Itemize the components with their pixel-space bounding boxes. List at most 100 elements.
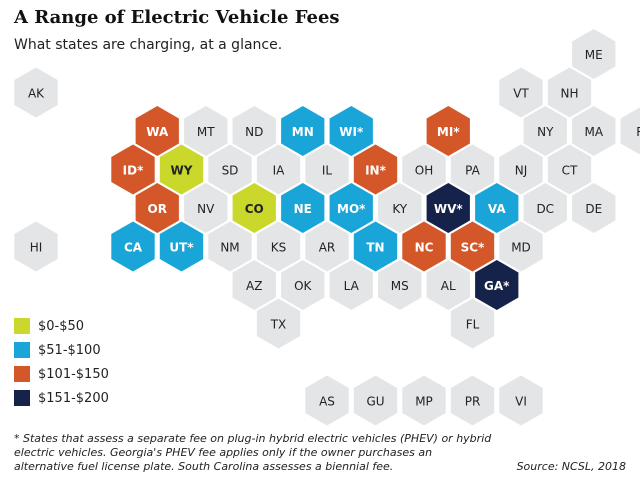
state-hex-shape <box>208 144 252 195</box>
state-hex-shape <box>281 183 325 233</box>
state-hex: MP <box>402 375 446 426</box>
state-label: NV <box>197 202 215 216</box>
state-hex-shape <box>256 298 301 349</box>
state-label: DC <box>536 202 554 216</box>
legend-item: $101-$150 <box>14 363 109 385</box>
state-label: WY <box>171 164 193 178</box>
legend-label: $0-$50 <box>38 318 85 334</box>
state-hex: MO* <box>329 183 373 233</box>
state-hex: WY <box>159 144 204 195</box>
state-label: IL <box>322 164 333 178</box>
state-hex-shape <box>353 375 398 426</box>
state-label: AK <box>28 87 45 101</box>
state-hex: VT <box>499 67 543 118</box>
state-hex: ND <box>232 106 276 156</box>
state-hex-shape <box>499 67 543 118</box>
map-subtitle: What states are charging, at a glance. <box>14 37 283 53</box>
legend-label: $101-$150 <box>38 366 109 382</box>
state-hex: TX <box>256 298 301 349</box>
state-hex-shape <box>184 106 228 156</box>
state-label: MO* <box>337 202 366 216</box>
state-hex: NV <box>184 183 228 233</box>
state-label: CT <box>562 164 578 178</box>
state-hex-shape <box>208 221 252 272</box>
state-hex: KS <box>256 221 301 272</box>
legend-label: $151-$200 <box>38 390 109 406</box>
state-hex-shape <box>475 260 519 310</box>
state-hex: KY <box>378 183 422 233</box>
state-label: LA <box>344 279 360 293</box>
state-label: NJ <box>515 164 528 178</box>
footnote: * States that assess a separate fee on p… <box>14 432 492 473</box>
state-hex-shape <box>378 183 422 233</box>
state-hex-shape <box>523 106 567 156</box>
state-hex: VI <box>499 375 543 426</box>
state-label: ND <box>245 125 263 139</box>
state-hex: SC* <box>450 221 495 272</box>
state-hex: GA* <box>475 260 519 310</box>
state-hex: UT* <box>159 221 204 272</box>
state-label: AZ <box>246 279 262 293</box>
state-hex-shape <box>14 221 58 272</box>
state-hex-shape <box>475 183 519 233</box>
state-hex: PA <box>450 144 495 195</box>
state-hex: NY <box>523 106 567 156</box>
state-hex-shape <box>378 260 422 310</box>
state-label: MI* <box>437 125 460 139</box>
state-hex: SD <box>208 144 252 195</box>
state-hex-shape <box>256 144 301 195</box>
state-hex: CT <box>547 144 592 195</box>
legend-item: $0-$50 <box>14 315 109 337</box>
state-hex: MA <box>572 106 616 156</box>
state-hex-shape <box>305 375 349 426</box>
state-label: TX <box>270 318 287 332</box>
legend-item: $51-$100 <box>14 339 109 361</box>
state-label: RI <box>636 125 640 139</box>
state-label: HI <box>30 241 43 255</box>
state-hex: OH <box>402 144 446 195</box>
state-label: VT <box>513 87 529 101</box>
state-hex-shape <box>329 260 373 310</box>
state-hex-shape <box>450 144 495 195</box>
state-hex: MN <box>281 106 325 156</box>
state-hex-shape <box>14 67 58 118</box>
state-label: MA <box>584 125 603 139</box>
state-hex-shape <box>281 106 325 156</box>
state-hex: GU <box>353 375 398 426</box>
state-label: PA <box>465 164 480 178</box>
state-label: TN <box>366 241 384 255</box>
state-hex-shape <box>329 106 373 156</box>
state-hex-shape <box>135 183 179 233</box>
state-hex: CA <box>111 221 155 272</box>
state-hex-shape <box>426 106 470 156</box>
state-label: WI* <box>339 125 364 139</box>
state-label: GA* <box>484 279 510 293</box>
state-hex-shape <box>499 221 543 272</box>
state-label: OK <box>294 279 312 293</box>
state-label: MS <box>391 279 409 293</box>
state-hex: TN <box>353 221 398 272</box>
state-hex-shape <box>547 144 592 195</box>
state-label: WV* <box>434 202 464 216</box>
source-credit: Source: NCSL, 2018 <box>516 460 626 473</box>
state-hex-shape <box>450 375 495 426</box>
state-label: ID* <box>123 164 144 178</box>
state-hex-shape <box>305 221 349 272</box>
state-label: AS <box>319 395 335 409</box>
state-hex: IA <box>256 144 301 195</box>
state-hex: DC <box>523 183 567 233</box>
state-hex-shape <box>353 144 398 195</box>
state-hex: MS <box>378 260 422 310</box>
state-hex: OR <box>135 183 179 233</box>
state-hex: NJ <box>499 144 543 195</box>
state-label: NY <box>537 125 554 139</box>
state-label: KY <box>392 202 407 216</box>
legend-item: $151-$200 <box>14 387 109 409</box>
state-hex: AS <box>305 375 349 426</box>
state-label: IA <box>273 164 286 178</box>
state-hex: AR <box>305 221 349 272</box>
state-label: MP <box>415 395 433 409</box>
map-title: A Range of Electric Vehicle Fees <box>14 7 340 28</box>
state-hex: VA <box>475 183 519 233</box>
